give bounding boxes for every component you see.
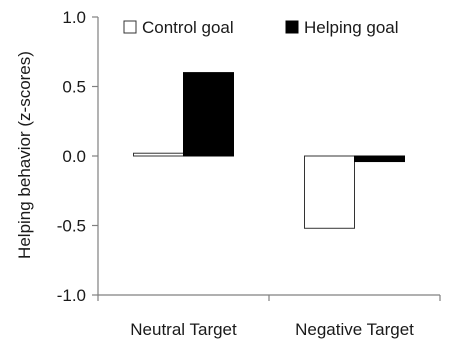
bar-helping-goal [354, 155, 405, 163]
y-tick-label: 1.0 [62, 8, 86, 27]
y-tick-label: -0.5 [57, 217, 86, 236]
legend-swatch [123, 20, 137, 34]
y-axis: 1.0 0.5 0.0 -0.5 -1.0 [57, 8, 99, 305]
x-axis: Neutral Target Negative Target [97, 294, 441, 339]
x-category-label: Neutral Target [130, 320, 237, 339]
y-tick-label: -1.0 [57, 286, 86, 305]
bar-control-goal [304, 155, 355, 229]
bar-helping-goal [183, 72, 234, 157]
y-tick-label: 0.5 [62, 78, 86, 97]
bars [133, 72, 405, 229]
legend: Control goal Helping goal [123, 18, 399, 37]
y-tick-label: 0.0 [62, 147, 86, 166]
x-category-label: Negative Target [295, 320, 414, 339]
bar-control-goal [133, 152, 184, 157]
legend-label: Helping goal [304, 18, 399, 37]
y-axis-title: Helping behavior (z-scores) [15, 51, 34, 259]
legend-label: Control goal [142, 18, 234, 37]
legend-swatch [285, 20, 299, 34]
